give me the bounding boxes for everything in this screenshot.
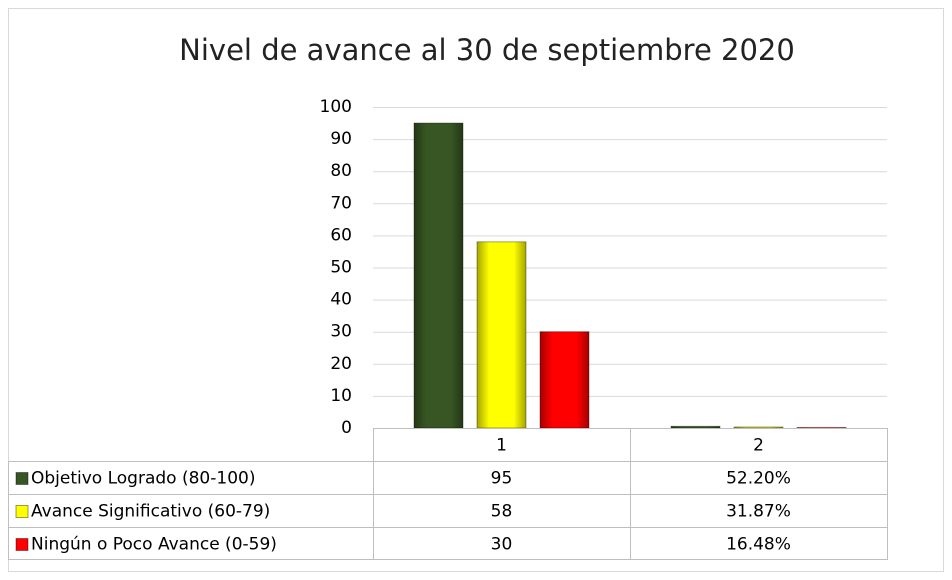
- legend-key: [15, 472, 29, 485]
- y-tick-label: 90: [330, 129, 352, 149]
- y-tick-label: 40: [330, 290, 352, 310]
- y-tick-label: 10: [330, 386, 352, 406]
- y-tick-label: 20: [330, 354, 352, 374]
- bar: [476, 241, 527, 429]
- y-tick-label: 50: [330, 258, 352, 278]
- table-value: 16.48%: [726, 535, 791, 555]
- legend-label: Ningún o Poco Avance (0-59): [31, 535, 277, 555]
- chart-border: [8, 8, 944, 572]
- legend-key: [15, 505, 29, 518]
- x-tick-label: 1: [496, 436, 507, 456]
- y-tick-label: 70: [330, 193, 352, 213]
- bar: [539, 331, 590, 429]
- table-value: 52.20%: [726, 469, 791, 489]
- y-tick-label: 80: [330, 161, 352, 181]
- x-tick-label: 2: [753, 436, 764, 456]
- table-value: 31.87%: [726, 502, 791, 522]
- chart-title: Nivel de avance al 30 de septiembre 2020: [179, 33, 795, 67]
- table-value: 30: [491, 535, 513, 555]
- table-value: 58: [491, 502, 513, 522]
- y-tick-label: 100: [320, 97, 352, 117]
- bar: [413, 122, 464, 429]
- bar: [796, 426, 847, 429]
- bar: [733, 426, 784, 429]
- bar: [670, 425, 721, 429]
- y-tick-label: 0: [341, 418, 352, 438]
- legend-key: [15, 538, 29, 551]
- legend-label: Objetivo Logrado (80-100): [31, 469, 255, 489]
- y-tick-label: 60: [330, 225, 352, 245]
- table-value: 95: [491, 469, 513, 489]
- y-tick-label: 30: [330, 322, 352, 342]
- legend-label: Avance Significativo (60-79): [31, 502, 270, 522]
